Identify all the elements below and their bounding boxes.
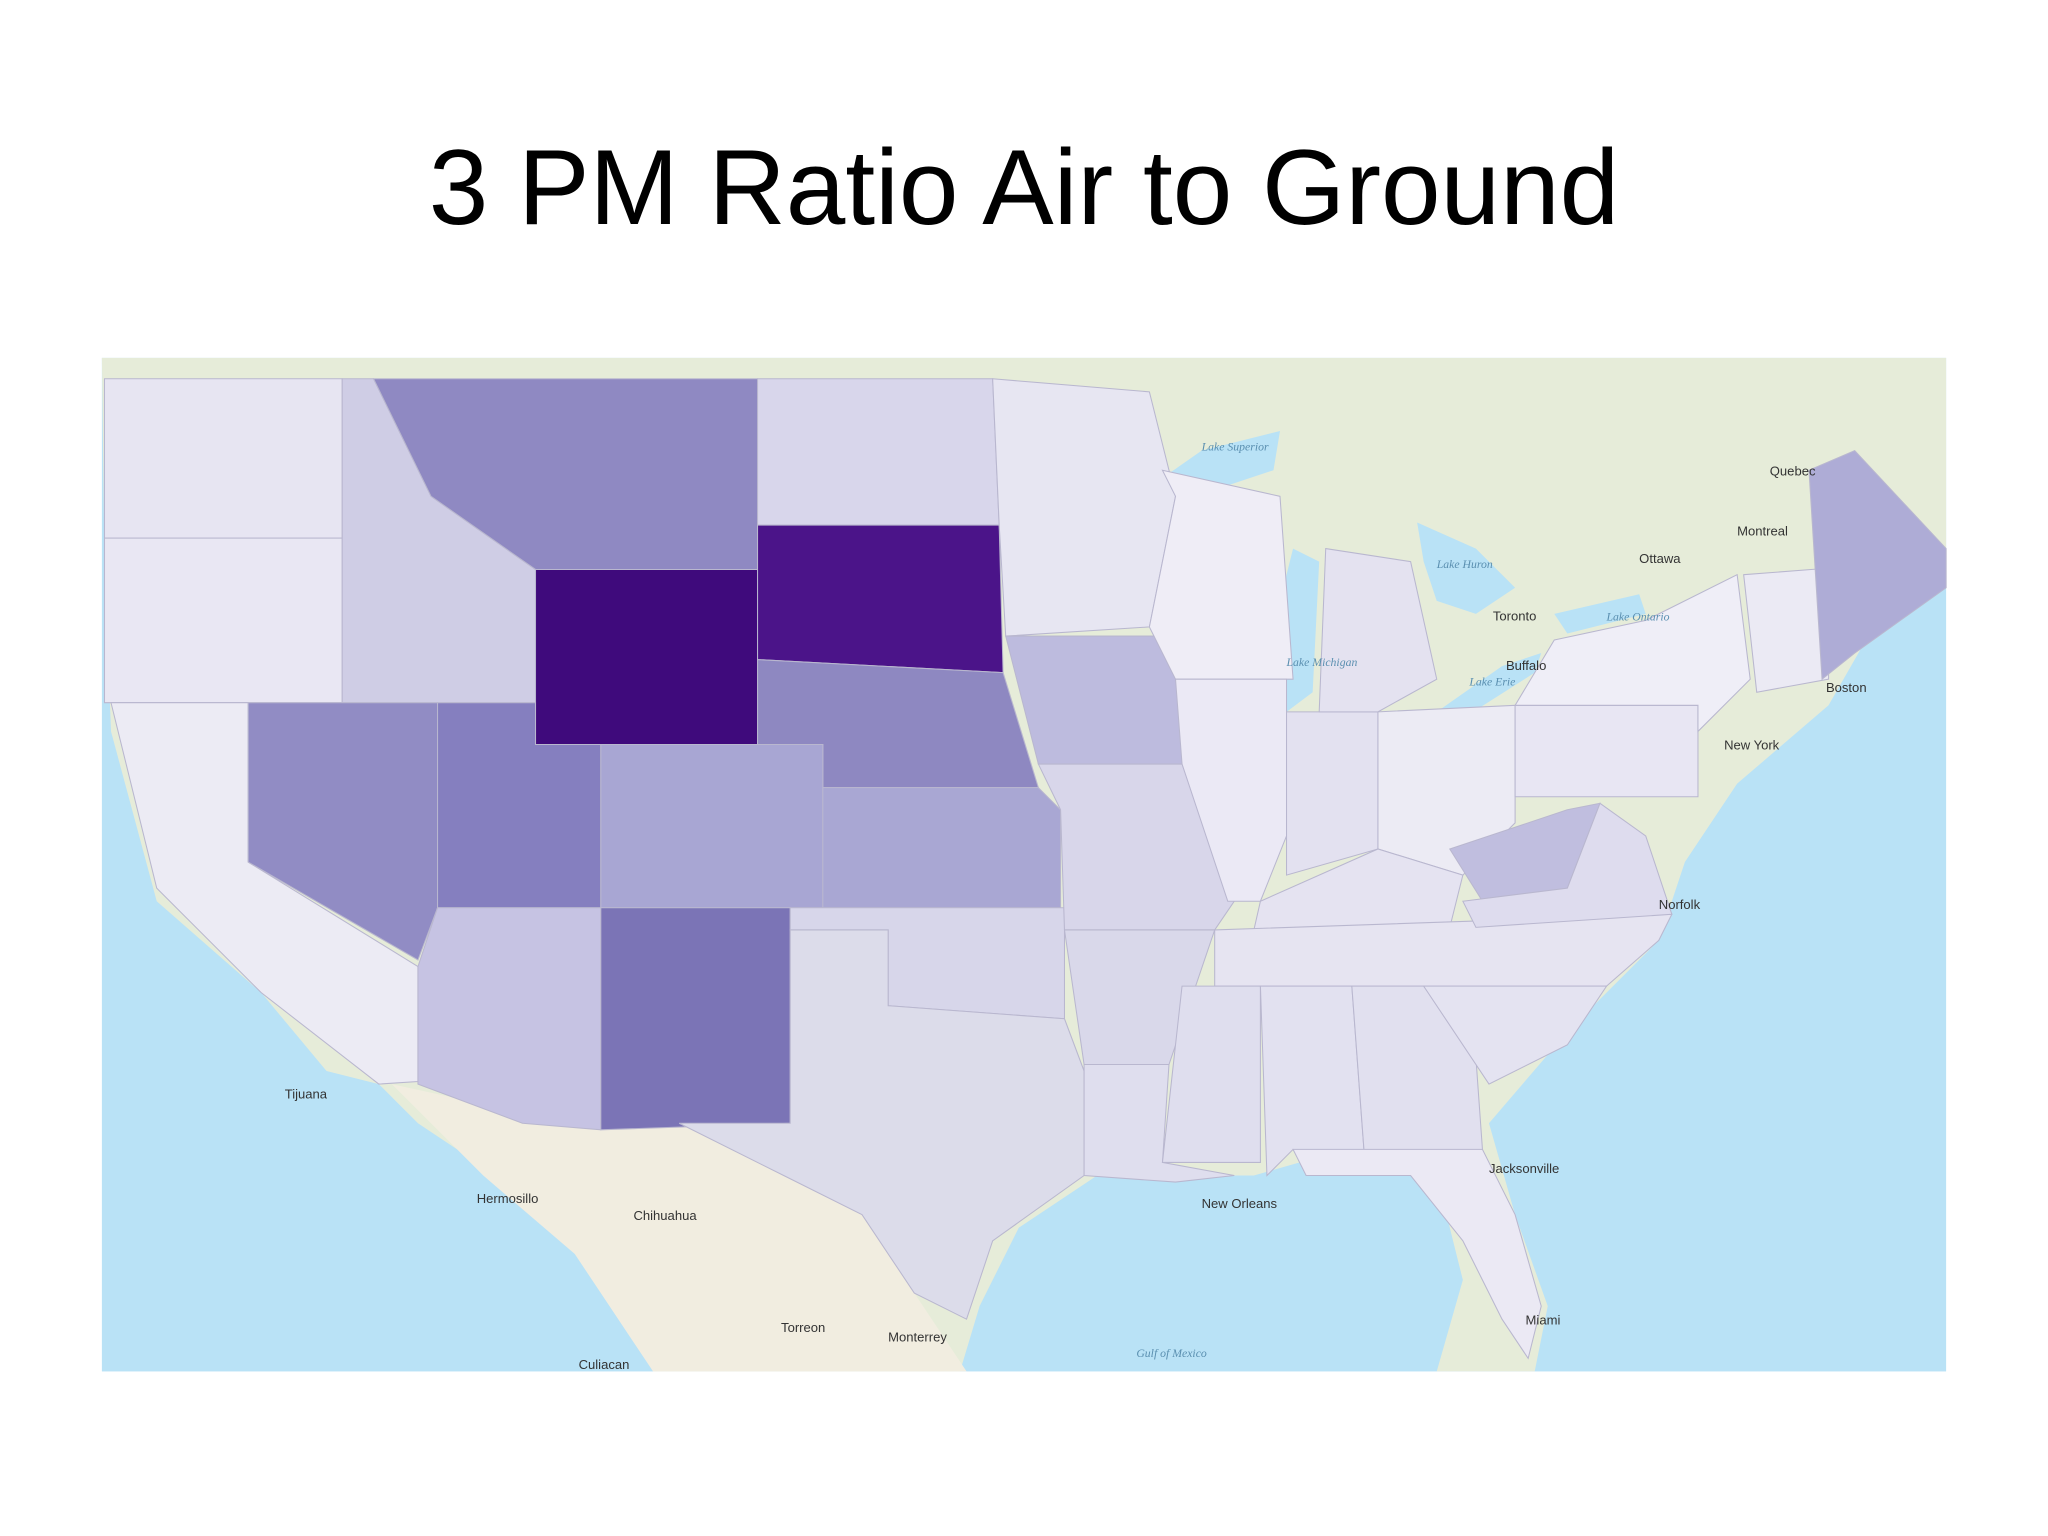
mexico-land xyxy=(391,1084,967,1372)
lake-label: Lake Ontario xyxy=(1606,610,1670,623)
city-label: Buffalo xyxy=(1506,658,1546,673)
city-label: Monterrey xyxy=(888,1329,947,1344)
states xyxy=(103,378,1947,1360)
city-label: Tijuana xyxy=(285,1086,328,1101)
city-label: Toronto xyxy=(1493,608,1537,623)
lake-label: Lake Huron xyxy=(1436,558,1493,571)
city-label: Boston xyxy=(1826,680,1867,695)
lake-label: Lake Superior xyxy=(1201,441,1269,454)
map xyxy=(101,357,1947,1372)
city-label: Quebec xyxy=(1770,463,1816,478)
city-label: Miami xyxy=(1526,1312,1561,1327)
slide-title: 3 PM Ratio Air to Ground xyxy=(429,127,1619,247)
city-label: Norfolk xyxy=(1659,897,1701,912)
city-label: New Orleans xyxy=(1202,1196,1278,1211)
city-label: Culiacan xyxy=(579,1357,630,1372)
city-label: Hermosillo xyxy=(477,1191,539,1206)
city-label: Jacksonville xyxy=(1489,1161,1559,1176)
city-label: Torreon xyxy=(781,1320,825,1335)
map-labels: Lake Superior Lake Huron Lake Michigan L… xyxy=(285,441,1867,1372)
city-label: Ottawa xyxy=(1639,551,1681,566)
lake-label: Lake Erie xyxy=(1468,676,1515,689)
city-label: New York xyxy=(1724,738,1780,753)
city-label: Chihuahua xyxy=(633,1208,697,1223)
lake-label: Lake Michigan xyxy=(1286,656,1358,669)
city-label: Montreal xyxy=(1737,524,1788,539)
gulf-label: Gulf of Mexico xyxy=(1136,1347,1207,1360)
